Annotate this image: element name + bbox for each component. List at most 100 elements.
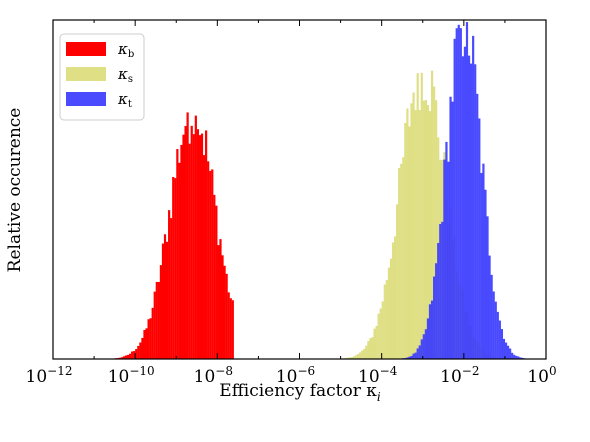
x-tick-label-exponent: −12 <box>47 364 72 378</box>
histogram-bar <box>420 72 423 359</box>
legend-swatch-b <box>66 42 106 56</box>
histogram-bar <box>414 110 417 359</box>
x-tick-label: 10−10 <box>108 364 155 387</box>
histogram-bar <box>498 320 501 359</box>
histogram-bar <box>205 130 208 359</box>
histogram-bar <box>168 210 171 359</box>
histogram-bar <box>174 178 177 359</box>
histogram-bar <box>387 267 391 359</box>
histogram-bar <box>519 357 522 359</box>
histogram-bar <box>424 100 427 359</box>
histogram-bar <box>408 356 411 359</box>
histogram-bar <box>400 163 403 359</box>
histogram-bar <box>500 329 504 359</box>
histogram-bar <box>418 109 421 359</box>
histogram-bar <box>151 307 154 359</box>
histogram-bar <box>361 350 364 359</box>
histogram-bar <box>416 348 419 359</box>
histogram-bar <box>120 357 123 359</box>
histogram-bar <box>467 55 471 359</box>
histogram-bar <box>215 205 218 359</box>
y-axis-title: Relative occurence <box>5 108 25 273</box>
x-tick-label-exponent: −6 <box>297 364 315 378</box>
histogram-bar <box>422 100 425 359</box>
histogram-bar <box>490 274 493 359</box>
histogram-bar <box>383 284 386 359</box>
histogram-bar <box>225 273 228 359</box>
histogram-bar <box>381 301 384 359</box>
histogram-bar <box>441 221 444 359</box>
histogram-bar <box>165 241 169 359</box>
histogram-bar <box>137 345 140 359</box>
x-tick-label-base: 10 <box>527 367 549 387</box>
histogram-bar <box>363 348 366 359</box>
histogram-bar <box>202 155 206 359</box>
histogram-bar <box>391 242 395 359</box>
histogram-bar <box>515 355 518 359</box>
histogram-bar <box>170 218 173 359</box>
histogram-bar <box>192 134 195 359</box>
histogram-bar <box>472 35 475 360</box>
histogram-bar <box>182 134 185 359</box>
legend-label-symbol: κ <box>117 40 128 58</box>
x-tick-label-base: 10 <box>194 367 216 387</box>
legend-swatch-t <box>66 92 106 106</box>
histogram-bar <box>455 28 458 359</box>
x-tick-label-exponent: 0 <box>549 364 557 378</box>
histogram-bar <box>379 308 382 359</box>
histogram-bar <box>414 352 417 359</box>
x-tick-label-exponent: −10 <box>129 364 154 378</box>
series-b-bars <box>114 112 234 360</box>
histogram-bar <box>184 125 187 360</box>
histogram-bar <box>445 141 448 359</box>
histogram-bar <box>357 353 360 359</box>
histogram-bar <box>389 258 393 359</box>
legend-label-b: κb <box>117 40 134 60</box>
histogram-bar <box>223 265 226 359</box>
histogram-bar <box>496 311 499 359</box>
histogram-bar <box>176 149 179 359</box>
x-tick-label: 10−4 <box>358 364 398 387</box>
histogram-bar <box>373 328 376 359</box>
histogram-bar <box>457 24 460 359</box>
histogram-bar <box>439 223 442 359</box>
histogram-bar <box>478 118 481 359</box>
histogram-bar <box>350 357 354 359</box>
bars-layer <box>114 22 526 360</box>
histogram-bar <box>346 357 349 359</box>
histogram-bar <box>200 133 204 359</box>
legend-label-symbol: κ <box>117 65 128 83</box>
histogram-bar <box>207 161 210 359</box>
histogram-bar <box>494 301 497 359</box>
histogram-bar <box>393 236 397 359</box>
histogram-bar <box>139 342 142 359</box>
histogram-bar <box>198 135 202 359</box>
histogram-bar <box>511 352 514 359</box>
histogram-bar <box>406 357 409 359</box>
histogram-bar <box>180 144 183 359</box>
histogram-bar <box>122 356 126 359</box>
histogram-bar <box>447 161 450 359</box>
histogram-bar <box>428 111 432 359</box>
x-tick-label-base: 10 <box>108 367 130 387</box>
histogram-bar <box>124 355 128 359</box>
histogram-bar <box>461 56 464 359</box>
legend-label-subscript: t <box>128 99 132 110</box>
histogram-bar <box>476 93 479 359</box>
legend-label-symbol: κ <box>117 90 128 108</box>
histogram-bar <box>149 318 152 359</box>
histogram-bar <box>509 348 512 359</box>
histogram-bar <box>470 63 473 359</box>
histogram-bar <box>420 339 423 359</box>
histogram-bar <box>131 351 134 359</box>
histogram-bar <box>482 163 485 359</box>
histogram-bar <box>402 157 405 359</box>
histogram-bar <box>367 341 370 359</box>
histogram-bar <box>143 330 146 359</box>
histogram-bar <box>416 73 419 359</box>
histogram-bar <box>369 338 372 359</box>
x-tick-label: 10−6 <box>276 364 315 387</box>
histogram-bar <box>217 245 220 359</box>
legend-label-subscript: s <box>128 74 133 85</box>
